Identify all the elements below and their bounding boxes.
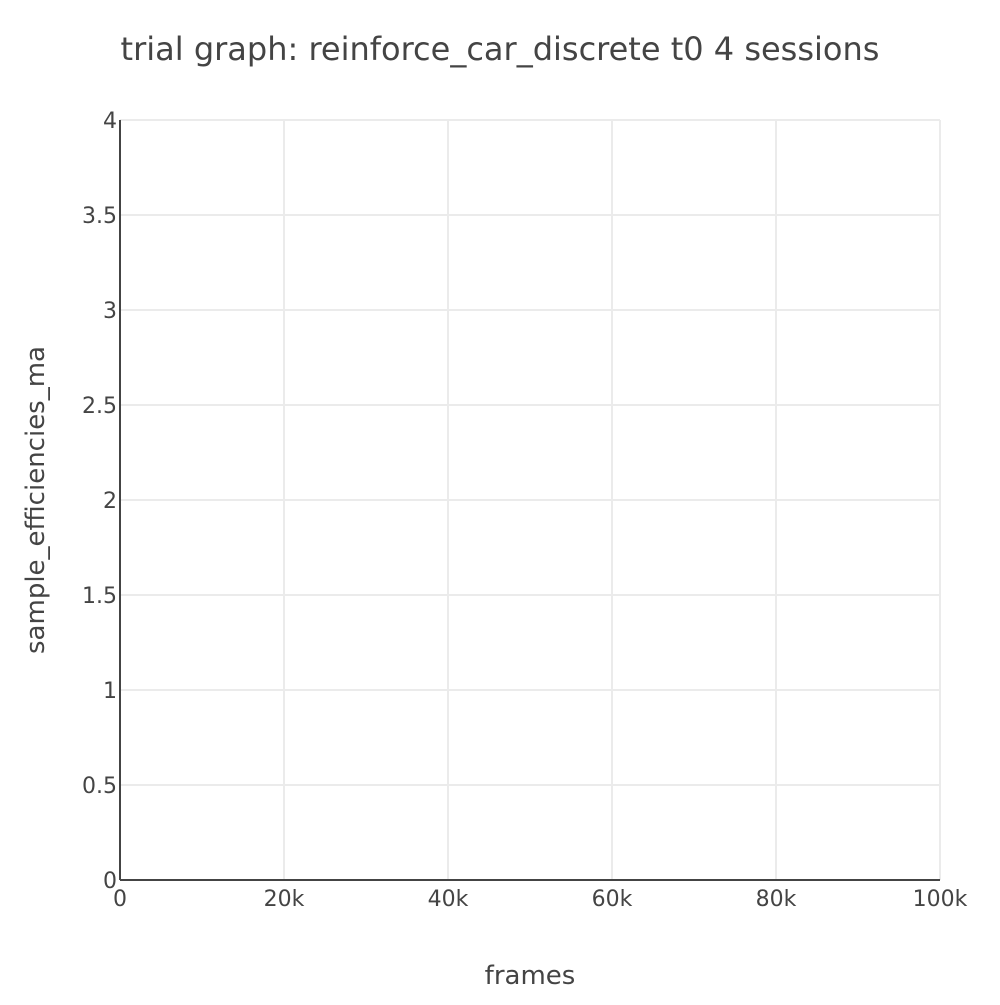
y-tick-label: 4 bbox=[103, 109, 117, 134]
x-tick-label: 20k bbox=[264, 887, 305, 912]
y-tick-label: 3 bbox=[103, 299, 117, 324]
x-tick-label: 40k bbox=[428, 887, 469, 912]
grid bbox=[120, 119, 941, 880]
y-tick-label: 0.5 bbox=[82, 774, 117, 799]
x-axis-ticks: 0 20k 40k 60k 80k 100k bbox=[113, 887, 968, 912]
x-tick-label: 100k bbox=[913, 887, 968, 912]
x-tick-label: 0 bbox=[113, 887, 127, 912]
y-tick-label: 2 bbox=[103, 489, 117, 514]
chart-title: trial graph: reinforce_car_discrete t0 4… bbox=[121, 30, 880, 68]
x-axis-title: frames bbox=[485, 961, 576, 991]
y-tick-label: 3.5 bbox=[82, 204, 117, 229]
y-tick-label: 1.5 bbox=[82, 584, 117, 609]
x-tick-label: 80k bbox=[756, 887, 797, 912]
y-tick-label: 1 bbox=[103, 679, 117, 704]
x-tick-label: 60k bbox=[592, 887, 633, 912]
y-tick-label: 0 bbox=[103, 869, 117, 894]
y-tick-label: 2.5 bbox=[82, 394, 117, 419]
y-axis-title: sample_efficiencies_ma bbox=[21, 346, 51, 654]
y-axis-ticks: 0 0.5 1 1.5 2 2.5 3 3.5 4 bbox=[82, 109, 117, 894]
